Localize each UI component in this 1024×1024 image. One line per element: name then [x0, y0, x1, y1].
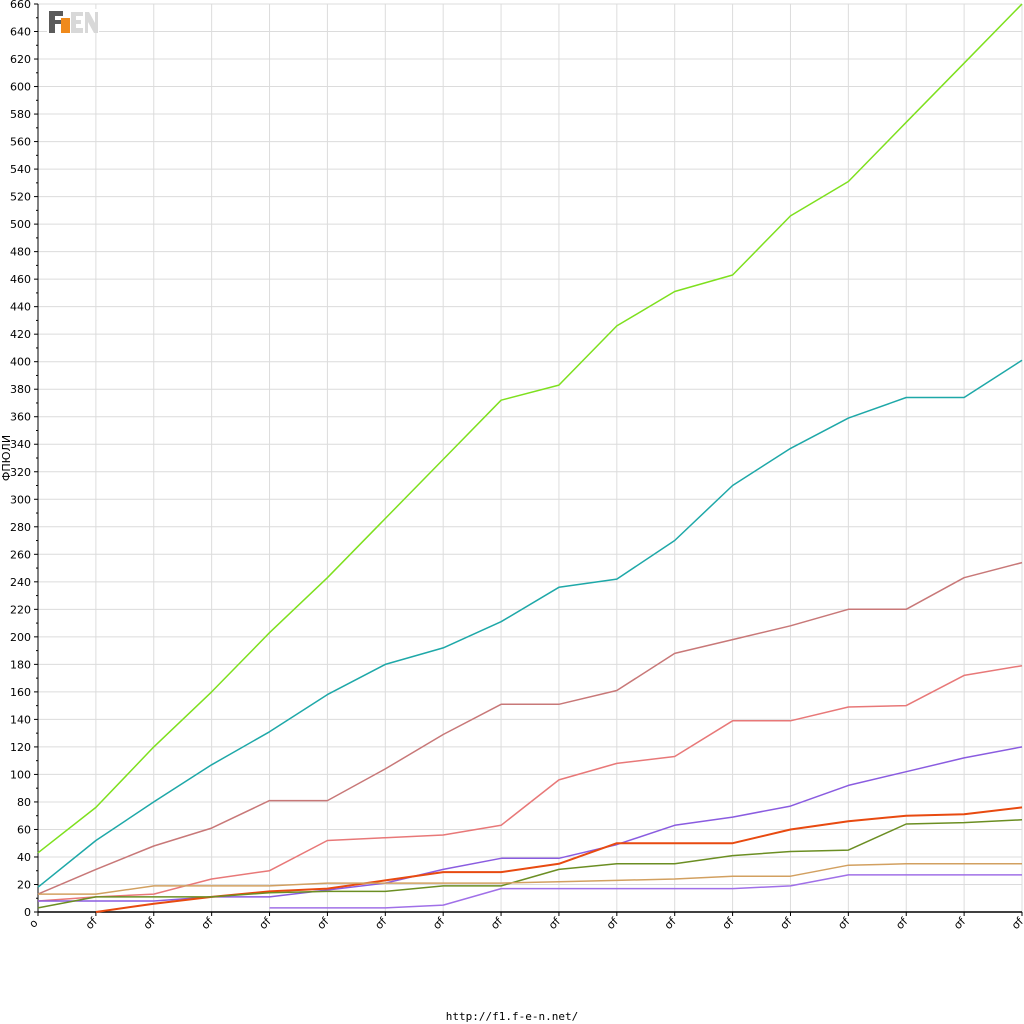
- y-tick-label: 400: [10, 356, 31, 369]
- y-tick-label: 80: [17, 796, 31, 809]
- y-tick-label: 640: [10, 26, 31, 39]
- y-tick-label: 500: [10, 218, 31, 231]
- y-tick-label: 360: [10, 411, 31, 424]
- y-tick-label: 460: [10, 273, 31, 286]
- y-tick-label: 620: [10, 53, 31, 66]
- y-tick-label: 320: [10, 466, 31, 479]
- y-tick-label: 280: [10, 521, 31, 534]
- chart-series: [37, 3, 1023, 913]
- series-line-9: [269, 874, 1022, 909]
- y-tick-label: 580: [10, 108, 31, 121]
- y-tick-label: 600: [10, 81, 31, 94]
- y-tick-label: 300: [10, 493, 31, 506]
- y-tick-label: 20: [17, 878, 31, 891]
- y-tick-label: 560: [10, 136, 31, 149]
- y-tick-label: 200: [10, 631, 31, 644]
- y-tick-label: 340: [10, 438, 31, 451]
- y-tick-label: 240: [10, 576, 31, 589]
- y-tick-label: 660: [10, 0, 31, 11]
- y-tick-label: 260: [10, 548, 31, 561]
- series-line-6: [95, 806, 1023, 913]
- series-line-8: [38, 863, 1022, 895]
- y-tick-label: 160: [10, 686, 31, 699]
- y-tick-label: 100: [10, 768, 31, 781]
- series-line-7: [37, 819, 1023, 909]
- f1en-logo: [47, 7, 99, 35]
- y-tick-label: 220: [10, 603, 31, 616]
- y-axis-tick-labels: 0 20 40 60 80 100 120 140 160 180 200 220 240 260 280 3…: [10, 0, 31, 919]
- series-line-3: [37, 561, 1023, 895]
- y-tick-label: 140: [10, 713, 31, 726]
- series-line-2: [37, 359, 1023, 888]
- y-tick-label: 60: [17, 823, 31, 836]
- y-tick-label: 480: [10, 246, 31, 259]
- y-axis-label: ФПЮЛИ: [0, 435, 13, 481]
- y-tick-label: 180: [10, 658, 31, 671]
- series-line-1: [37, 3, 1023, 854]
- y-tick-label: 540: [10, 163, 31, 176]
- y-tick-label: 0: [24, 906, 31, 919]
- y-tick-label: 380: [10, 383, 31, 396]
- y-tick-label: 120: [10, 741, 31, 754]
- footer-url[interactable]: http://f1.f-e-n.net/: [445, 1010, 579, 1023]
- f1en-logo-mark: [47, 9, 99, 33]
- x-tick-label: σf: [1009, 914, 1024, 932]
- chart-axes: [34, 3, 1023, 916]
- y-tick-label: 440: [10, 301, 31, 314]
- y-tick-label: 40: [17, 851, 31, 864]
- series-line-4: [37, 664, 1023, 902]
- y-tick-label: 420: [10, 328, 31, 341]
- y-tick-label: 520: [10, 191, 31, 204]
